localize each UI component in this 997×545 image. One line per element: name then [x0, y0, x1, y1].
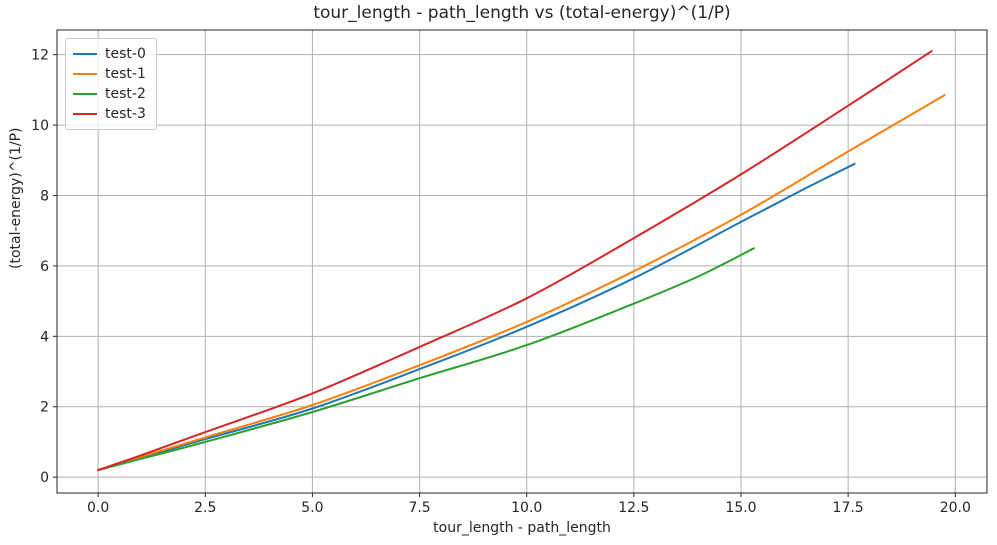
- x-tick-label: 0.0: [87, 500, 109, 516]
- x-tick-label: 15.0: [725, 500, 756, 516]
- series-line-test-1: [97, 94, 946, 472]
- x-tick-label: 7.5: [408, 500, 430, 516]
- x-axis-label: tour_length - path_length: [433, 520, 611, 536]
- legend-line-sample: [73, 73, 97, 75]
- legend-label: test-3: [105, 106, 146, 122]
- x-tick-label: 2.5: [194, 500, 216, 516]
- legend-label: test-1: [105, 66, 146, 82]
- x-tick-label: 20.0: [940, 500, 971, 516]
- legend-line-sample: [73, 93, 97, 95]
- series-line-test-0: [97, 162, 856, 472]
- y-tick-label: 0: [40, 470, 49, 486]
- legend-line-sample: [73, 113, 97, 115]
- series-line-test-2: [97, 247, 755, 472]
- x-tick-label: 12.5: [618, 500, 649, 516]
- legend-item-test-3: test-3: [73, 104, 146, 124]
- legend-item-test-2: test-2: [73, 84, 146, 104]
- y-tick-label: 10: [31, 118, 49, 134]
- y-tick-label: 8: [40, 188, 49, 204]
- y-tick-label: 2: [40, 400, 49, 416]
- x-tick-label: 10.0: [511, 500, 542, 516]
- legend: test-0 test-1 test-2 test-3: [65, 38, 157, 130]
- legend-label: test-0: [105, 46, 146, 62]
- y-axis-label: (total-energy)^(1/P): [8, 127, 24, 270]
- x-tick-label: 17.5: [833, 500, 864, 516]
- axes-spines: [56, 29, 988, 494]
- legend-label: test-2: [105, 86, 146, 102]
- legend-line-sample: [73, 53, 97, 55]
- x-tick-label: 5.0: [301, 500, 323, 516]
- legend-item-test-0: test-0: [73, 44, 146, 64]
- y-tick-label: 12: [31, 48, 49, 64]
- series-line-test-3: [97, 50, 933, 472]
- y-tick-label: 4: [40, 329, 49, 345]
- legend-item-test-1: test-1: [73, 64, 146, 84]
- y-tick-label: 6: [40, 259, 49, 275]
- chart-title: tour_length - path_length vs (total-ener…: [313, 3, 731, 23]
